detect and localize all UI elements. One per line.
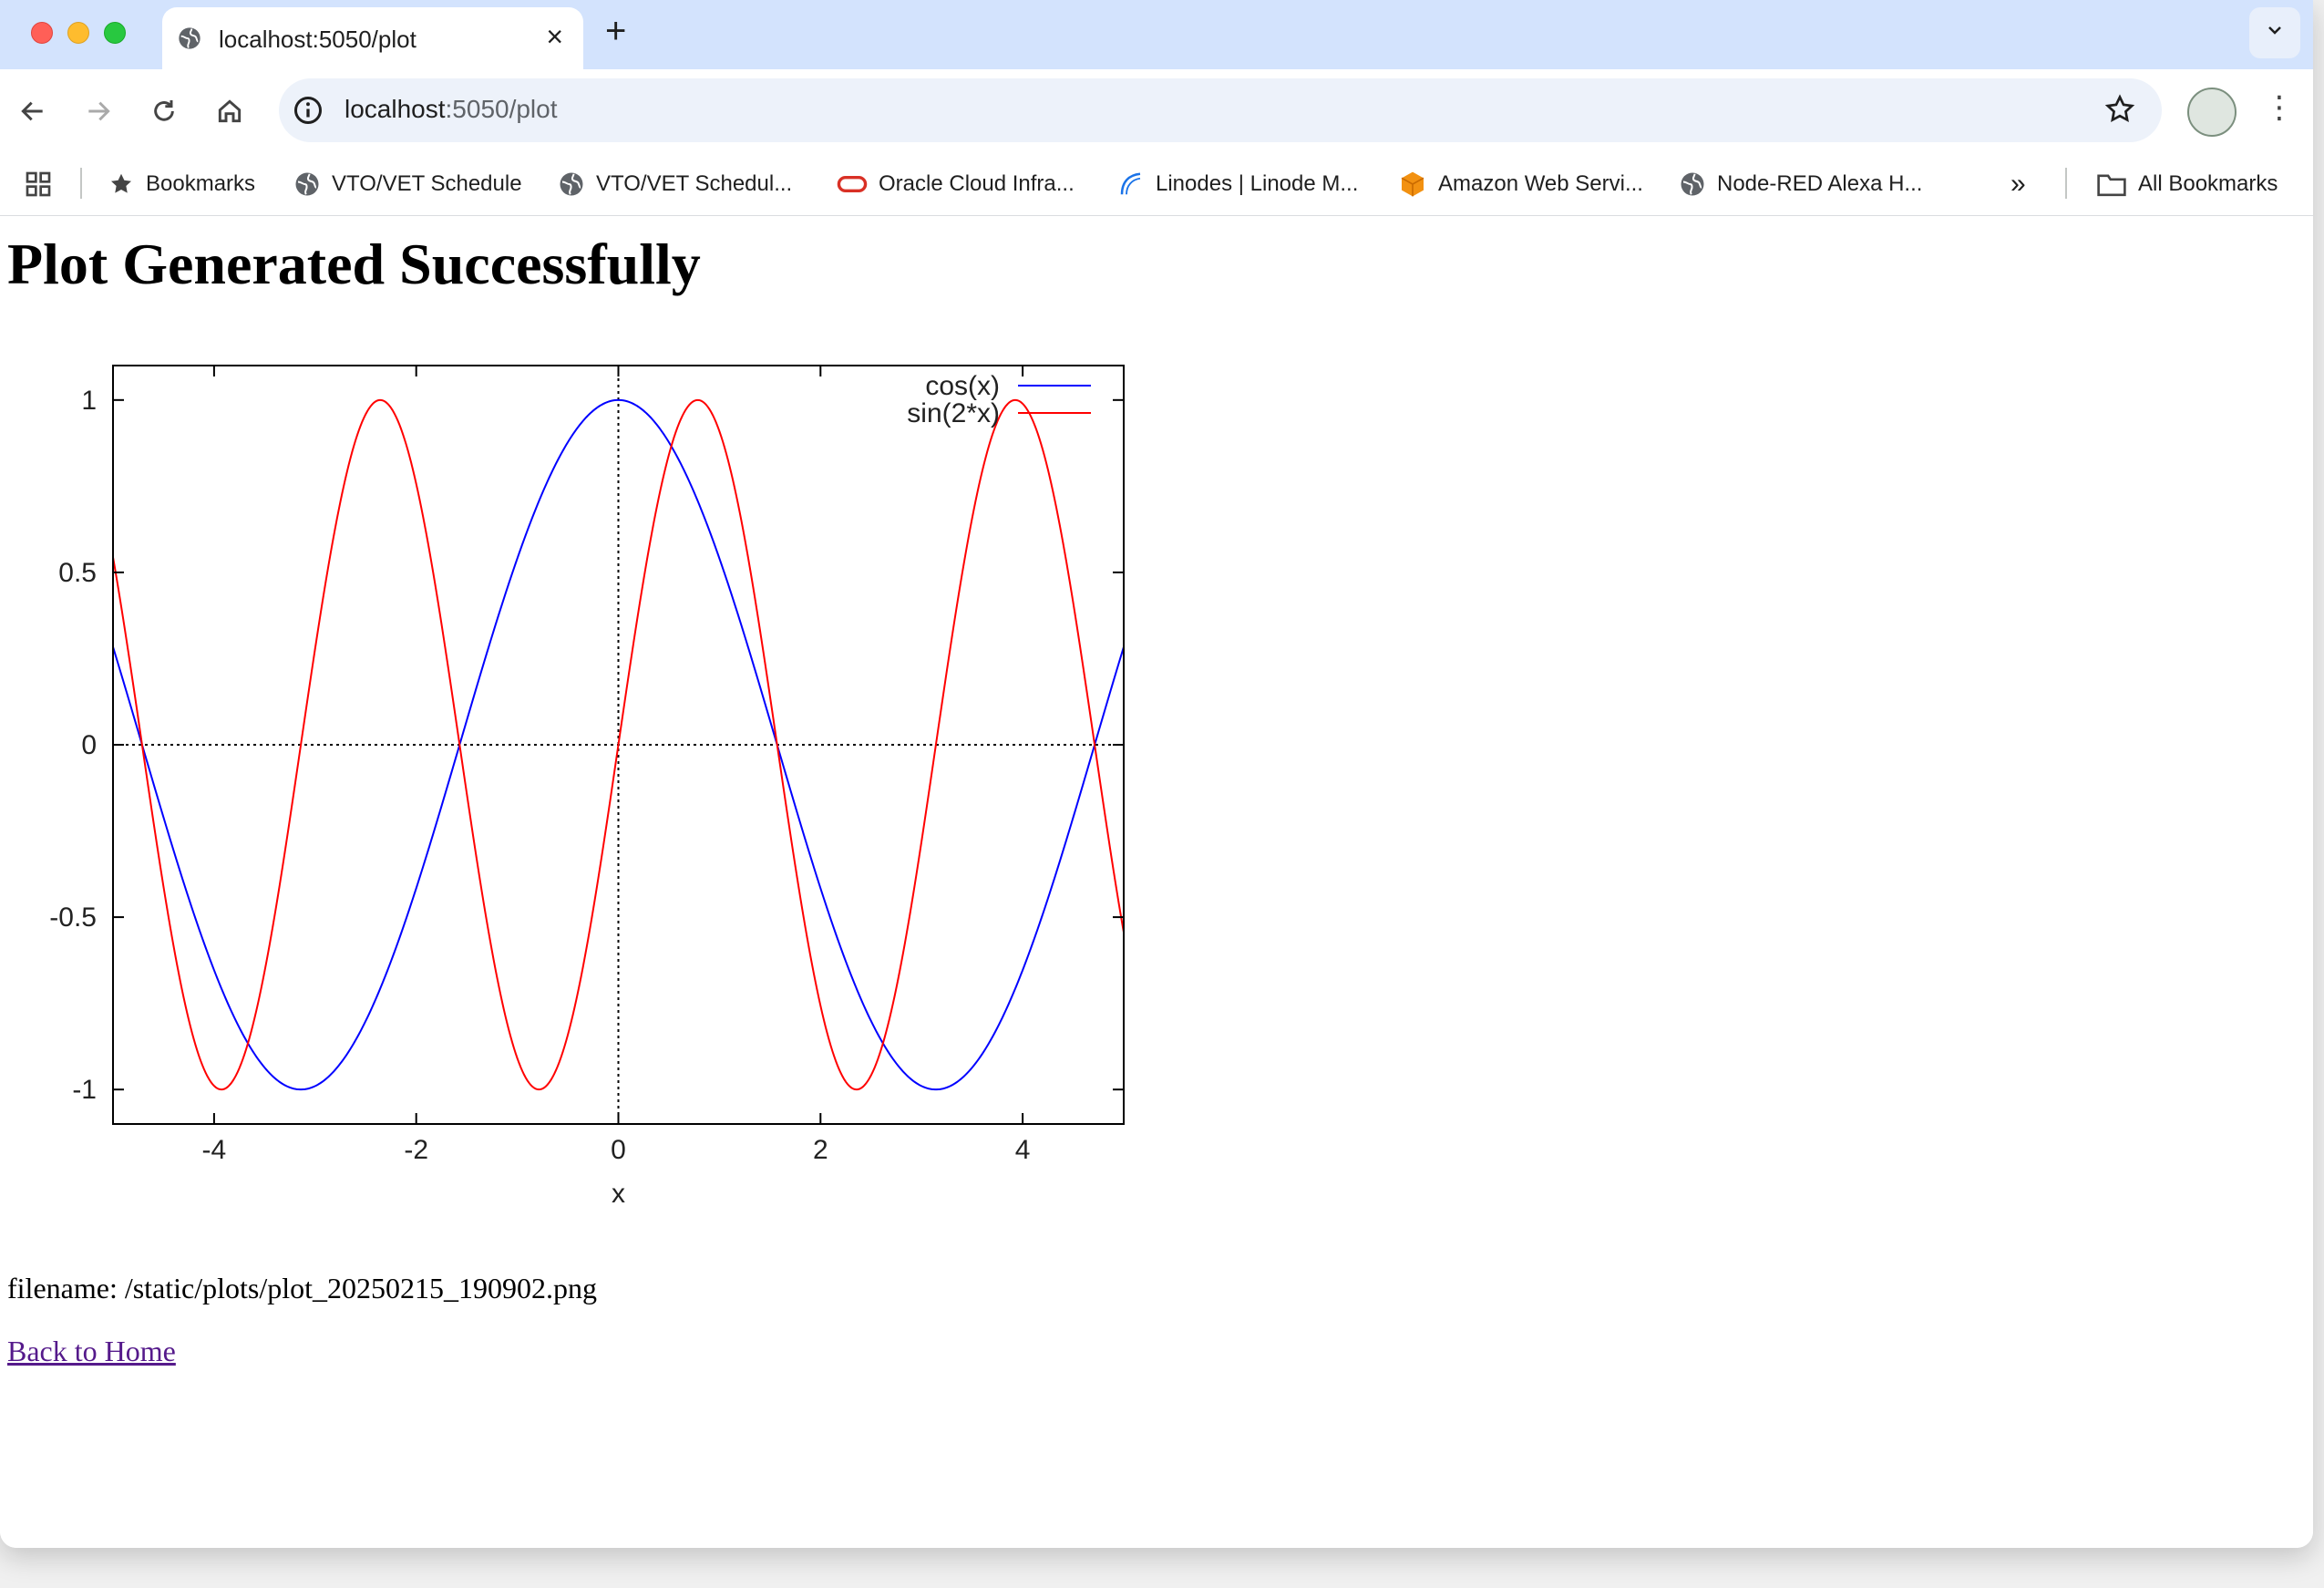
tab-strip: localhost:5050/plot × + xyxy=(0,0,2313,69)
aws-cube-icon xyxy=(1398,170,1427,199)
bookmarks-bar: Bookmarks VTO/VET Schedule VTO/VET Sched… xyxy=(0,153,2313,216)
y-tick-label: -0.5 xyxy=(49,902,97,933)
tab-search-button[interactable] xyxy=(2249,7,2300,58)
profile-avatar[interactable] xyxy=(2187,88,2237,137)
plot-series-group xyxy=(112,398,1125,1091)
linode-icon xyxy=(1117,170,1145,198)
bookmark-label: VTO/VET Schedule xyxy=(332,171,522,196)
window-controls xyxy=(31,22,126,44)
filename-text: filename: /static/plots/plot_20250215_19… xyxy=(7,1272,598,1304)
bookmark-item[interactable]: Bookmarks xyxy=(108,166,255,202)
forward-button[interactable] xyxy=(73,86,124,137)
bookmark-label: VTO/VET Schedul... xyxy=(596,171,793,196)
apps-grid-icon[interactable] xyxy=(24,166,53,202)
close-window-button[interactable] xyxy=(31,22,53,44)
bookmark-label: Bookmarks xyxy=(146,171,256,196)
bookmark-item[interactable]: Node-RED Alexa H... xyxy=(1679,166,1922,202)
plot-legend: cos(x)sin(2*x) xyxy=(907,371,1091,428)
x-axis-label: x xyxy=(612,1179,625,1209)
y-tick-label: -1 xyxy=(72,1075,97,1105)
chevron-down-icon xyxy=(2264,19,2286,46)
tab-close-icon[interactable]: × xyxy=(546,20,563,53)
site-info-icon[interactable] xyxy=(292,94,324,131)
bookmark-label: Amazon Web Servi... xyxy=(1438,171,1643,196)
minimize-window-button[interactable] xyxy=(67,22,89,44)
maximize-window-button[interactable] xyxy=(104,22,126,44)
home-button[interactable] xyxy=(204,86,255,137)
back-to-home-link[interactable]: Back to Home xyxy=(7,1335,176,1367)
globe-icon xyxy=(558,170,585,198)
x-tick-label: 4 xyxy=(1015,1135,1031,1165)
series-line-cosx xyxy=(112,398,1125,1091)
all-bookmarks-label: All Bookmarks xyxy=(2138,171,2278,196)
tab-title: localhost:5050/plot xyxy=(219,26,416,53)
bookmarks-divider xyxy=(80,168,82,199)
all-bookmarks-button[interactable]: All Bookmarks xyxy=(2096,166,2278,202)
browser-toolbar: localhost:5050/plot ⋮ xyxy=(0,69,2313,153)
more-menu-icon[interactable]: ⋮ xyxy=(2264,90,2295,125)
globe-icon xyxy=(1679,170,1706,198)
browser-window: localhost:5050/plot × + localhost:5050/p… xyxy=(0,0,2313,1548)
url-text[interactable]: localhost:5050/plot xyxy=(344,95,558,124)
bookmark-item[interactable]: VTO/VET Schedule xyxy=(293,166,522,202)
folder-icon xyxy=(2096,170,2127,198)
back-button[interactable] xyxy=(7,86,58,137)
reload-icon xyxy=(154,100,174,121)
bookmark-label: Oracle Cloud Infra... xyxy=(879,171,1075,196)
plot-ticks: -4 -2 0 2 4 -1 -0.5 0 0.5 1 xyxy=(49,366,1124,1165)
arrow-right-icon xyxy=(88,101,110,121)
bookmark-item[interactable]: Amazon Web Servi... xyxy=(1398,166,1643,202)
bookmark-label: Linodes | Linode M... xyxy=(1156,171,1359,196)
globe-icon xyxy=(177,26,202,56)
new-tab-button[interactable]: + xyxy=(605,11,627,51)
x-tick-label: -4 xyxy=(202,1135,227,1165)
reload-button[interactable] xyxy=(139,86,190,137)
y-tick-label: 0 xyxy=(81,730,97,760)
x-tick-label: -2 xyxy=(404,1135,428,1165)
globe-icon xyxy=(293,170,321,198)
bookmark-item[interactable]: Linodes | Linode M... xyxy=(1117,166,1358,202)
page-content: Plot Generated Successfully -4 -2 0 2 4 -1 -0.… xyxy=(0,216,2313,1548)
bookmark-item[interactable]: Oracle Cloud Infra... xyxy=(837,166,1075,202)
series-line-sin2x xyxy=(112,398,1125,1091)
plot-image: -4 -2 0 2 4 -1 -0.5 0 0.5 1 cos(x)sin(2*x) x xyxy=(49,365,1125,1209)
active-tab[interactable]: localhost:5050/plot × xyxy=(162,7,583,69)
url-host: localhost xyxy=(344,95,446,123)
address-bar[interactable]: localhost:5050/plot xyxy=(279,78,2162,142)
bookmark-star-icon[interactable] xyxy=(2103,93,2136,130)
x-tick-label: 2 xyxy=(813,1135,828,1165)
legend-label: sin(2*x) xyxy=(907,398,1000,428)
page-title: Plot Generated Successfully xyxy=(7,232,701,296)
x-tick-label: 0 xyxy=(611,1135,626,1165)
legend-label: cos(x) xyxy=(925,371,1000,401)
y-tick-label: 1 xyxy=(81,386,97,416)
y-tick-label: 0.5 xyxy=(58,558,97,588)
home-icon xyxy=(218,99,242,123)
url-path: :5050/plot xyxy=(445,95,558,123)
bookmark-item[interactable]: VTO/VET Schedul... xyxy=(558,166,792,202)
oracle-icon xyxy=(837,170,868,198)
arrow-left-icon xyxy=(21,101,43,121)
bookmark-label: Node-RED Alexa H... xyxy=(1717,171,1923,196)
star-icon xyxy=(108,170,135,198)
bookmarks-overflow-button[interactable]: » xyxy=(2010,169,2026,199)
bookmarks-divider xyxy=(2065,168,2067,199)
